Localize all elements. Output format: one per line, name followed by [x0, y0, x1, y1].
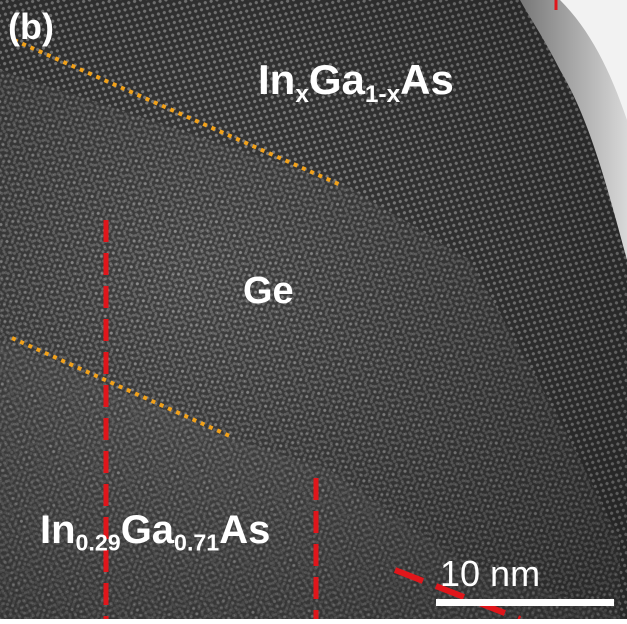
bottom-label-base: In: [40, 508, 76, 552]
bottom-region-label: In0.29Ga0.71As: [40, 508, 271, 556]
bottom-label-mid: Ga: [120, 508, 175, 552]
amorphous-edge: [520, 0, 627, 260]
top-label-tail: As: [400, 56, 454, 103]
top-label-sub1: x: [295, 80, 309, 108]
interface-line-lower: [11, 336, 233, 439]
interface-line-upper: [13, 38, 344, 188]
top-label-sub2: 1-x: [364, 80, 401, 108]
marker-line-diagonal: [393, 567, 522, 622]
scale-bar: [436, 599, 614, 606]
panel-label: (b): [8, 6, 54, 47]
scale-bar-label: 10 nm: [440, 553, 541, 594]
bottom-label-sub1: 0.29: [75, 529, 121, 556]
bottom-label-tail: As: [219, 508, 271, 552]
top-label-mid: Ga: [308, 56, 365, 103]
middle-region-label: Ge: [243, 270, 294, 312]
bottom-label-sub2: 0.71: [174, 529, 220, 556]
amorphous-edge-inner: [560, 0, 627, 120]
top-region-label: InxGa1-xAs: [258, 56, 454, 106]
top-label-base: In: [258, 56, 296, 103]
